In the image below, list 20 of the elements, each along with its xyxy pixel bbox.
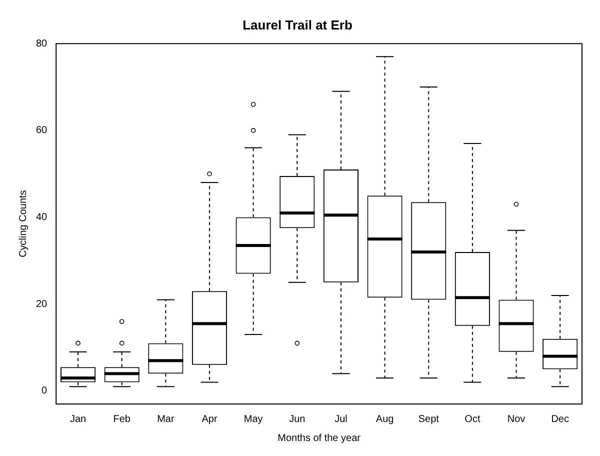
x-tick-label: Jun xyxy=(289,414,306,425)
y-tick-label: 40 xyxy=(36,212,48,224)
x-tick-label: Jul xyxy=(334,414,348,425)
x-tick-label: Aug xyxy=(376,414,394,425)
chart-title: Laurel Trail at Erb xyxy=(242,17,352,32)
y-tick-label: 80 xyxy=(36,38,48,50)
x-tick-label: Feb xyxy=(113,414,131,425)
x-tick-label: Sept xyxy=(418,414,440,425)
y-axis-title: Cycling Counts xyxy=(18,190,29,258)
x-tick-label: May xyxy=(244,414,263,425)
y-tick-label: 20 xyxy=(36,298,48,310)
x-tick-label: Mar xyxy=(157,414,175,425)
x-tick-label: Nov xyxy=(507,414,526,425)
y-tick-label: 0 xyxy=(42,386,48,397)
x-tick-label: Jan xyxy=(70,414,86,425)
y-tick-label: 60 xyxy=(36,125,48,136)
x-tick-label: Dec xyxy=(551,414,569,425)
x-tick-label: Apr xyxy=(202,414,218,425)
x-axis-title: Months of the year xyxy=(278,432,362,444)
x-tick-label: Oct xyxy=(464,414,480,425)
